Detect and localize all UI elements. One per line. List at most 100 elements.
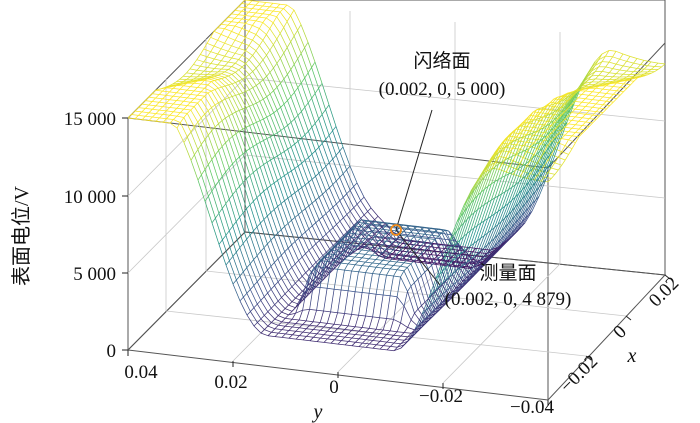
mesh-line — [510, 233, 515, 238]
mesh-line — [193, 59, 198, 65]
mesh-line — [466, 212, 475, 234]
mesh-line — [543, 105, 551, 118]
mesh-line — [476, 268, 481, 273]
mesh-line — [484, 162, 489, 169]
mesh-line — [228, 198, 237, 222]
mesh-line — [374, 236, 379, 245]
mesh-line — [207, 134, 216, 156]
mesh-line — [318, 169, 323, 174]
mesh-line — [148, 101, 153, 106]
mesh-line — [612, 51, 617, 57]
mesh-line — [396, 227, 401, 232]
mesh-line — [304, 160, 313, 180]
mesh-line — [346, 214, 355, 226]
mesh-line — [256, 226, 265, 248]
mesh-line — [508, 140, 513, 145]
mesh-line — [410, 244, 415, 249]
mesh-line — [301, 256, 310, 270]
mesh-line — [193, 102, 198, 107]
mesh-line — [316, 325, 324, 328]
mesh-line — [287, 244, 292, 249]
mesh-line — [231, 57, 239, 60]
mesh-line — [533, 123, 538, 128]
mesh-line — [505, 134, 510, 140]
mesh-line — [518, 194, 526, 212]
mesh-line — [246, 311, 251, 316]
mesh-line — [392, 258, 400, 261]
mesh-line — [349, 165, 358, 184]
mesh-line — [281, 308, 286, 313]
mesh-line — [313, 333, 318, 338]
mesh-line — [299, 324, 304, 329]
mesh-line — [438, 288, 446, 299]
mesh-line — [550, 96, 558, 106]
mesh-line — [585, 126, 590, 131]
mesh-line — [525, 172, 530, 177]
mesh-line — [284, 247, 289, 252]
mesh-line — [357, 236, 365, 245]
mesh-line — [497, 227, 506, 243]
mesh-line — [378, 221, 383, 226]
mesh-line — [571, 120, 579, 122]
mesh-line — [231, 62, 236, 67]
mesh-line — [258, 5, 263, 10]
mesh-line — [259, 140, 264, 143]
mesh-line — [550, 106, 555, 111]
mesh-line — [365, 254, 373, 256]
mesh-line — [339, 252, 348, 258]
mesh-line — [487, 156, 496, 174]
mesh-line — [228, 230, 237, 253]
mesh-line — [241, 23, 246, 29]
mesh-line — [284, 270, 289, 275]
mesh-line — [461, 258, 466, 263]
mesh-line — [502, 157, 507, 164]
mesh-line — [470, 195, 478, 216]
mesh-line — [585, 102, 590, 107]
mesh-line — [410, 329, 415, 334]
mesh-line — [312, 246, 320, 260]
mesh-line — [459, 282, 464, 287]
mesh-line — [318, 83, 323, 89]
mesh-line — [210, 31, 215, 38]
mesh-line — [490, 254, 495, 259]
mesh-line — [363, 196, 372, 209]
mesh-line — [302, 328, 307, 333]
mesh-line — [512, 144, 517, 149]
mesh-line — [239, 271, 244, 277]
mesh-line — [365, 315, 373, 318]
mesh-line — [253, 322, 258, 327]
mesh-line — [616, 80, 621, 83]
mesh-line — [480, 186, 489, 208]
mesh-line — [424, 298, 429, 303]
mesh-line — [399, 224, 404, 230]
mesh-line — [328, 104, 337, 127]
mesh-line — [210, 73, 215, 77]
mesh-line — [299, 331, 304, 336]
mesh-line — [438, 266, 447, 287]
mesh-line — [281, 251, 285, 256]
mesh-line — [169, 122, 178, 129]
mesh-line — [550, 162, 556, 169]
mesh-line — [550, 148, 555, 155]
mesh-line — [592, 103, 597, 108]
mesh-line — [482, 257, 487, 262]
mesh-line — [644, 74, 648, 77]
mesh-line — [221, 73, 229, 77]
mesh-line — [430, 243, 439, 245]
mesh-line — [232, 160, 237, 165]
mesh-line — [341, 332, 349, 335]
mesh-line — [403, 235, 408, 240]
mesh-line — [204, 77, 208, 80]
mesh-line — [355, 330, 360, 335]
mesh-line — [599, 100, 607, 102]
mesh-line — [203, 48, 211, 53]
mesh-line — [159, 94, 167, 96]
mesh-line — [421, 310, 426, 315]
mesh-line — [148, 96, 156, 99]
mesh-line — [599, 92, 607, 94]
mesh-line — [417, 253, 422, 258]
mesh-line — [400, 306, 405, 323]
mesh-line — [318, 118, 327, 140]
mesh-line — [416, 252, 424, 255]
mesh-line — [351, 337, 359, 340]
